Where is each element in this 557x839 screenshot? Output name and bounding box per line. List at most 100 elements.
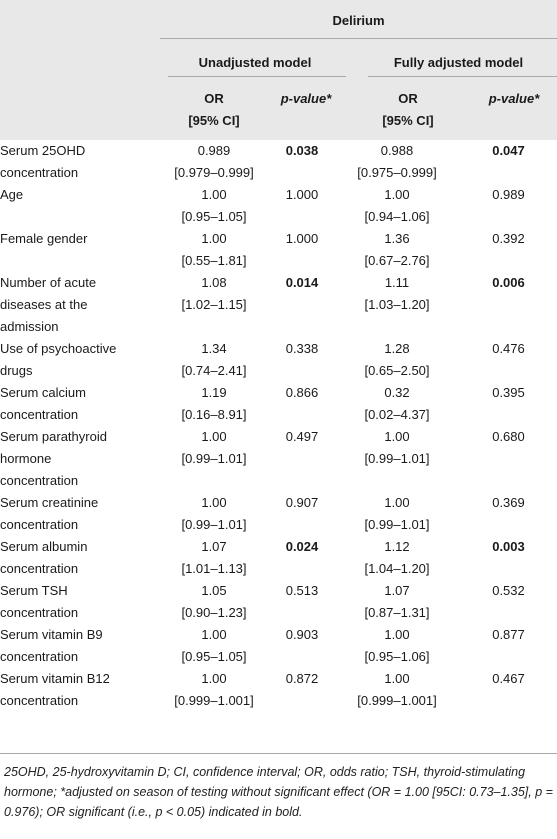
variable-cell: Serum creatinine concentration bbox=[0, 492, 158, 536]
or-adjusted-cell-line: [0.99–1.01] bbox=[364, 451, 430, 466]
or-adjusted-cell-line: 1.00 bbox=[384, 187, 410, 202]
p-unadjusted-cell: 0.866 bbox=[285, 385, 319, 400]
p-adjusted-cell: 0.047 bbox=[492, 143, 525, 158]
or-unadjusted-cell-line: [0.74–2.41] bbox=[181, 363, 247, 378]
or-adjusted-cell-line: [0.02–4.37] bbox=[364, 407, 430, 422]
p-adjusted-cell: 0.369 bbox=[492, 495, 525, 510]
p-adjusted-cell: 0.989 bbox=[492, 187, 525, 202]
or-adjusted-cell-line: 0.32 bbox=[384, 385, 410, 400]
variable-cell: Serum calcium concentration bbox=[0, 382, 158, 426]
variable-cell-line: concentration bbox=[0, 407, 79, 422]
p-unadjusted-cell: 0.872 bbox=[285, 671, 319, 686]
or-adjusted-cell-line: 1.12 bbox=[384, 539, 410, 554]
variable-cell-line: concentration bbox=[0, 473, 79, 488]
or-adjusted-cell-line: 1.28 bbox=[384, 341, 410, 356]
or-adjusted-cell: 1.36 [0.67–2.76] bbox=[334, 228, 460, 272]
or-adjusted-cell-line: [0.94–1.06] bbox=[364, 209, 430, 224]
p-header-text: p-value* bbox=[488, 91, 540, 106]
p-unadjusted-cell: 0.497 bbox=[285, 429, 319, 444]
variable-cell: Serum parathyroid hormone concentration bbox=[0, 426, 158, 492]
or-adjusted-cell-line: [0.975–0.999] bbox=[357, 165, 437, 180]
table-row: Female gender 1.00 [0.55–1.81] 1.000 1.36 [0.… bbox=[0, 228, 557, 272]
variable-cell: Age bbox=[0, 184, 158, 228]
or-adjusted-cell-line: 1.00 bbox=[384, 495, 410, 510]
or-adjusted-cell: 0.988 [0.975–0.999] bbox=[334, 140, 460, 184]
or-unadjusted-cell-line: [0.90–1.23] bbox=[181, 605, 247, 620]
or-adjusted-cell-line: 1.00 bbox=[384, 627, 410, 642]
or-unadjusted-cell-line: 1.00 bbox=[201, 495, 227, 510]
or-unadjusted-cell-line: [0.99–1.01] bbox=[181, 517, 247, 532]
variable-cell-line: Serum 25OHD bbox=[0, 143, 86, 158]
table-row: Serum TSH concentration 1.05 [0.90–1.23] 0.5… bbox=[0, 580, 557, 624]
p-adjusted-cell: 0.003 bbox=[492, 539, 525, 554]
p-unadjusted-cell: 1.000 bbox=[285, 231, 319, 246]
variable-cell-line: Age bbox=[0, 187, 24, 202]
results-table-body: Serum 25OHD concentration 0.989 [0.979–0.99… bbox=[0, 140, 557, 712]
variable-cell-line: Serum calcium bbox=[0, 385, 86, 400]
p-adjusted-cell: 0.392 bbox=[492, 231, 525, 246]
or-unadjusted-cell-line: 1.19 bbox=[201, 385, 227, 400]
or-unadjusted-cell: 1.34 [0.74–2.41] bbox=[158, 338, 270, 382]
variable-cell: Serum vitamin B12 concentration bbox=[0, 668, 158, 712]
unadjusted-model-label: Unadjusted model bbox=[198, 55, 312, 70]
or-adjusted-cell-line: [1.04–1.20] bbox=[364, 561, 430, 576]
adjusted-rule bbox=[368, 76, 557, 77]
or-header-line2: [95% CI] bbox=[188, 113, 240, 128]
group-title: Delirium bbox=[332, 13, 385, 28]
table-bottom-rule bbox=[0, 753, 557, 754]
or-unadjusted-cell: 1.19 [0.16–8.91] bbox=[158, 382, 270, 426]
or-adjusted-cell-line: [0.95–1.06] bbox=[364, 649, 430, 664]
table-row: Serum albumin concentration 1.07 [1.01–1.13… bbox=[0, 536, 557, 580]
or-adjusted-cell: 1.00 [0.999–1.001] bbox=[334, 668, 460, 712]
p-unadjusted-cell: 0.907 bbox=[285, 495, 319, 510]
variable-cell: Use of psychoactive drugs bbox=[0, 338, 158, 382]
or-adjusted-cell-line: [0.999–1.001] bbox=[357, 693, 437, 708]
p-adjusted-cell: 0.467 bbox=[492, 671, 525, 686]
variable-cell-line: concentration bbox=[0, 649, 79, 664]
variable-cell-line: concentration bbox=[0, 165, 79, 180]
or-unadjusted-cell-line: [1.01–1.13] bbox=[181, 561, 247, 576]
or-unadjusted-cell: 1.00 [0.95–1.05] bbox=[158, 184, 270, 228]
or-adjusted-cell: 1.00 [0.95–1.06] bbox=[334, 624, 460, 668]
variable-cell: Serum TSH concentration bbox=[0, 580, 158, 624]
variable-cell: Serum vitamin B9 concentration bbox=[0, 624, 158, 668]
table-row: Serum creatinine concentration 1.00 [0.99–1… bbox=[0, 492, 557, 536]
table-row: Number of acute diseases at the admission 1… bbox=[0, 272, 557, 338]
variable-cell-line: hormone bbox=[0, 451, 52, 466]
variable-cell-line: Serum TSH bbox=[0, 583, 68, 598]
variable-cell-line: Serum vitamin B9 bbox=[0, 627, 103, 642]
variable-cell-line: Serum parathyroid bbox=[0, 429, 107, 444]
or-adjusted-cell: 1.07 [0.87–1.31] bbox=[334, 580, 460, 624]
or-unadjusted-cell-line: 1.08 bbox=[201, 275, 227, 290]
p-adjusted-cell: 0.680 bbox=[492, 429, 525, 444]
or-adjusted-cell-line: 1.11 bbox=[384, 275, 410, 290]
or-adjusted-cell-line: 1.00 bbox=[384, 671, 410, 686]
p-unadjusted-cell: 0.903 bbox=[285, 627, 319, 642]
or-unadjusted-cell-line: [0.99–1.01] bbox=[181, 451, 247, 466]
or-unadjusted-cell-line: 1.34 bbox=[201, 341, 227, 356]
or-adjusted-cell: 1.11 [1.03–1.20] bbox=[334, 272, 460, 338]
or-adjusted-cell: 1.00 [0.94–1.06] bbox=[334, 184, 460, 228]
or-unadjusted-cell-line: [0.999–1.001] bbox=[174, 693, 254, 708]
or-unadjusted-cell: 1.00 [0.95–1.05] bbox=[158, 624, 270, 668]
adjusted-model-label: Fully adjusted model bbox=[393, 55, 524, 70]
p-adjusted-cell: 0.006 bbox=[492, 275, 525, 290]
or-unadjusted-cell: 1.05 [0.90–1.23] bbox=[158, 580, 270, 624]
or-unadjusted-cell-line: [0.55–1.81] bbox=[181, 253, 247, 268]
table-row: Serum vitamin B12 concentration 1.00 [0.999… bbox=[0, 668, 557, 712]
variable-cell-line: Serum albumin bbox=[0, 539, 88, 554]
p-header-adjusted: p-value* bbox=[471, 88, 557, 110]
or-unadjusted-cell: 1.00 [0.55–1.81] bbox=[158, 228, 270, 272]
or-unadjusted-cell-line: 0.989 bbox=[197, 143, 231, 158]
p-header-text: p-value* bbox=[280, 91, 332, 106]
or-adjusted-cell-line: [0.67–2.76] bbox=[364, 253, 430, 268]
p-adjusted-cell: 0.532 bbox=[492, 583, 525, 598]
or-adjusted-cell: 1.12 [1.04–1.20] bbox=[334, 536, 460, 580]
or-unadjusted-cell-line: [0.16–8.91] bbox=[181, 407, 247, 422]
header-band-bottom bbox=[0, 44, 557, 140]
or-unadjusted-cell-line: 1.00 bbox=[201, 231, 227, 246]
or-adjusted-cell-line: 1.00 bbox=[384, 429, 410, 444]
or-header-line1: OR bbox=[398, 91, 418, 106]
table-row: Serum parathyroid hormone concentration 1.0… bbox=[0, 426, 557, 492]
